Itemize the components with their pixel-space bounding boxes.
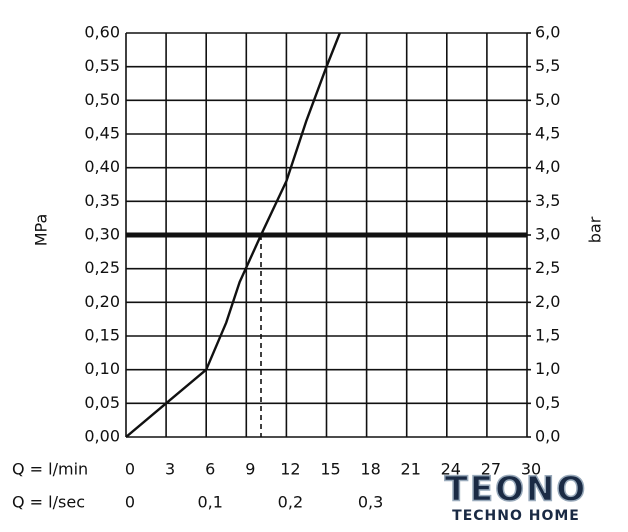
y2-tick-label: 5,0 [535, 90, 560, 109]
y-tick-label: 0,35 [84, 191, 120, 210]
x-tick-label: 6 [205, 460, 215, 479]
y-tick-label: 0,15 [84, 326, 120, 345]
x2-tick-label: 0,2 [278, 493, 303, 512]
y2-axis-label: bar [586, 216, 605, 243]
x2-tick-label: 0,3 [358, 493, 383, 512]
x2-tick-label: 0,1 [197, 493, 222, 512]
y2-tick-label: 1,5 [535, 326, 560, 345]
y-axis-label: MPa [32, 214, 51, 247]
y-tick-label: 0,55 [84, 56, 120, 75]
y2-tick-label: 2,0 [535, 292, 560, 311]
x2-tick-label: 0 [125, 493, 135, 512]
x-tick-label: 21 [401, 460, 421, 479]
y-tick-label: 0,40 [84, 157, 120, 176]
y-tick-label: 0,00 [84, 427, 120, 446]
logo-title: TEONO [445, 470, 588, 510]
x-tick-label: 30 [521, 460, 541, 479]
x-tick-label: 12 [280, 460, 300, 479]
x-tick-label: 15 [320, 460, 340, 479]
logo-subtitle: TECHNO HOME [452, 508, 580, 524]
y2-tick-label: 4,0 [535, 157, 560, 176]
y-tick-label: 0,60 [84, 23, 120, 42]
y-tick-label: 0,50 [84, 90, 120, 109]
y-tick-label: 0,45 [84, 124, 120, 143]
x-tick-label: 24 [441, 460, 461, 479]
x-tick-label: 9 [245, 460, 255, 479]
y2-tick-label: 1,0 [535, 359, 560, 378]
x2-axis-label: Q = l/sec [12, 493, 85, 512]
y2-tick-label: 5,5 [535, 56, 560, 75]
x-tick-label: 3 [165, 460, 175, 479]
y-tick-label: 0,30 [84, 225, 120, 244]
x-tick-label: 18 [360, 460, 380, 479]
x-axis-label: Q = l/min [12, 460, 88, 479]
y-tick-label: 0,20 [84, 292, 120, 311]
y-tick-label: 0,25 [84, 258, 120, 277]
y2-tick-label: 4,5 [535, 124, 560, 143]
y-tick-label: 0,05 [84, 393, 120, 412]
y-tick-label: 0,10 [84, 359, 120, 378]
y2-tick-label: 6,0 [535, 23, 560, 42]
y2-tick-label: 3,0 [535, 225, 560, 244]
logo: TEONO TECHNO HOME [444, 469, 588, 524]
curve [125, 32, 341, 438]
y2-tick-label: 2,5 [535, 258, 560, 277]
x-tick-label: 27 [481, 460, 501, 479]
x-tick-label: 0 [125, 460, 135, 479]
y2-tick-label: 3,5 [535, 191, 560, 210]
y2-tick-label: 0,5 [535, 393, 560, 412]
y2-tick-label: 0,0 [535, 427, 560, 446]
